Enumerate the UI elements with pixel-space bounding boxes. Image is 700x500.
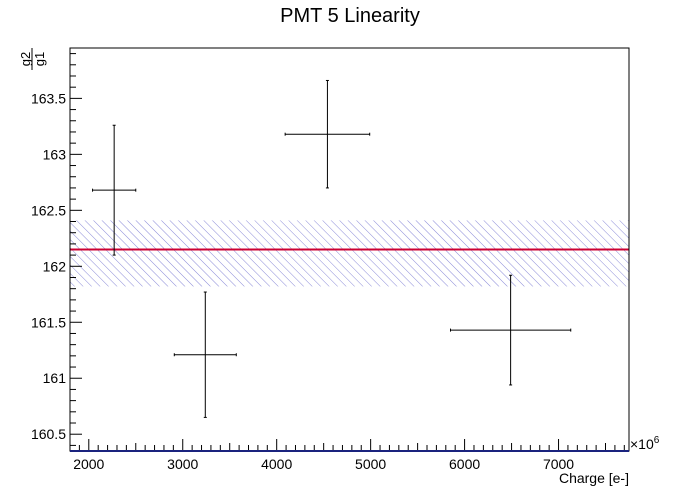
x-tick-label: 2000 [73,456,104,472]
y-tick-label: 162 [43,258,67,274]
x-tick-label: 3000 [167,456,198,472]
x-axis-label: Charge [e-] [559,470,629,486]
x-axis-exponent-power: 6 [654,435,660,446]
y-axis-label-denominator: g1 [32,52,47,66]
data-point-4 [449,274,572,386]
y-tick-label: 160.5 [31,426,66,442]
x-tick-label: 5000 [355,456,386,472]
y-axis-label: g2 g1 [18,48,47,70]
x-axis-exponent: ×106 [630,435,660,452]
data-point-2 [173,291,237,418]
x-tick-label: 4000 [261,456,292,472]
x-axis-ticks: 2000 3000 4000 5000 6000 7000 [70,439,629,472]
x-axis-exponent-base: ×10 [630,436,654,452]
y-tick-label: 161.5 [31,314,66,330]
y-axis-label-numerator: g2 [18,52,33,66]
data-point-3 [284,79,371,189]
x-tick-label: 6000 [449,456,480,472]
y-tick-label: 163.5 [31,90,66,106]
y-axis-ticks: 160.5 161 161.5 162 162.5 163 163.5 [31,53,82,446]
data-point-1 [92,124,137,256]
x-tick-label: 7000 [543,456,574,472]
data-points [92,79,572,418]
fit-error-band [70,220,629,287]
y-tick-label: 161 [43,370,67,386]
y-tick-label: 162.5 [31,202,66,218]
chart-title: PMT 5 Linearity [280,5,420,27]
y-tick-label: 163 [43,146,67,162]
